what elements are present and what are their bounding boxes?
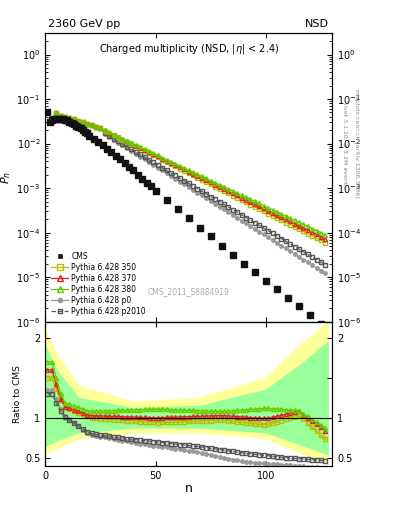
- Text: Charged multiplicity (NSD, $|\eta|$ < 2.4): Charged multiplicity (NSD, $|\eta|$ < 2.…: [99, 42, 279, 56]
- Y-axis label: Ratio to CMS: Ratio to CMS: [13, 365, 22, 423]
- Legend: CMS, Pythia 6.428 350, Pythia 6.428 370, Pythia 6.428 380, Pythia 6.428 p0, Pyth: CMS, Pythia 6.428 350, Pythia 6.428 370,…: [49, 250, 148, 318]
- Text: 2360 GeV pp: 2360 GeV pp: [48, 19, 120, 29]
- Text: NSD: NSD: [305, 19, 329, 29]
- X-axis label: n: n: [185, 482, 193, 495]
- Y-axis label: $P_n$: $P_n$: [0, 171, 13, 184]
- Text: CMS_2011_S8884919: CMS_2011_S8884919: [148, 287, 230, 296]
- Text: mcplots.cern.ch [arXiv:1306.3436]: mcplots.cern.ch [arXiv:1306.3436]: [354, 89, 359, 198]
- Text: Rivet 3.1.10, ≥ 3.2M events: Rivet 3.1.10, ≥ 3.2M events: [343, 99, 348, 187]
